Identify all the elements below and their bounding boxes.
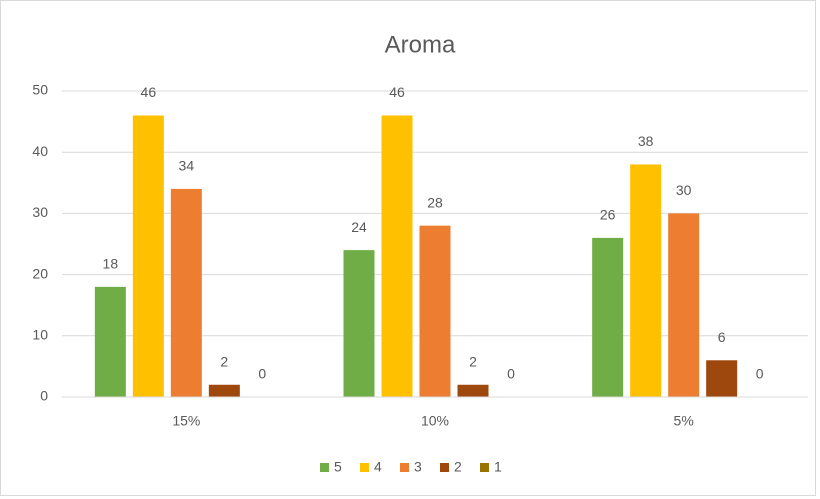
data-label: 24 [351, 219, 367, 235]
data-label: 18 [103, 256, 119, 272]
legend-swatch [480, 463, 489, 472]
legend-swatch [360, 463, 369, 472]
data-label: 38 [638, 133, 654, 149]
bar [208, 384, 240, 397]
bar [630, 164, 662, 397]
legend-label: 4 [374, 459, 382, 475]
data-label: 2 [469, 353, 477, 369]
bar [668, 213, 700, 397]
y-tick-label: 50 [32, 82, 48, 98]
x-tick-label: 15% [172, 413, 200, 429]
bar [94, 286, 126, 397]
data-label: 0 [258, 366, 266, 382]
chart-title: Aroma [385, 31, 456, 58]
data-label: 0 [507, 366, 515, 382]
bar [343, 250, 375, 397]
bar [170, 188, 202, 397]
legend-label: 3 [414, 459, 422, 475]
y-tick-label: 40 [32, 143, 48, 159]
bar [592, 237, 624, 397]
data-label: 6 [718, 329, 726, 345]
bar [419, 225, 451, 397]
bar [132, 115, 164, 397]
legend-label: 1 [494, 459, 502, 475]
data-label: 28 [427, 194, 443, 210]
x-tick-label: 5% [674, 413, 694, 429]
bar [706, 360, 738, 397]
data-label: 30 [676, 182, 692, 198]
bar [381, 115, 413, 397]
data-label: 0 [756, 366, 764, 382]
legend-swatch [400, 463, 409, 472]
data-label: 2 [220, 353, 228, 369]
data-label: 46 [141, 84, 157, 100]
bar [457, 384, 489, 397]
y-tick-label: 30 [32, 204, 48, 220]
x-tick-label: 10% [421, 413, 449, 429]
legend-label: 2 [454, 459, 462, 475]
y-tick-label: 10 [32, 327, 48, 343]
y-tick-label: 20 [32, 265, 48, 281]
data-label: 34 [179, 158, 195, 174]
legend-swatch [440, 463, 449, 472]
y-tick-label: 0 [40, 388, 48, 404]
data-label: 46 [389, 84, 405, 100]
data-label: 26 [600, 207, 616, 223]
legend-label: 5 [334, 459, 342, 475]
legend-swatch [320, 463, 329, 472]
